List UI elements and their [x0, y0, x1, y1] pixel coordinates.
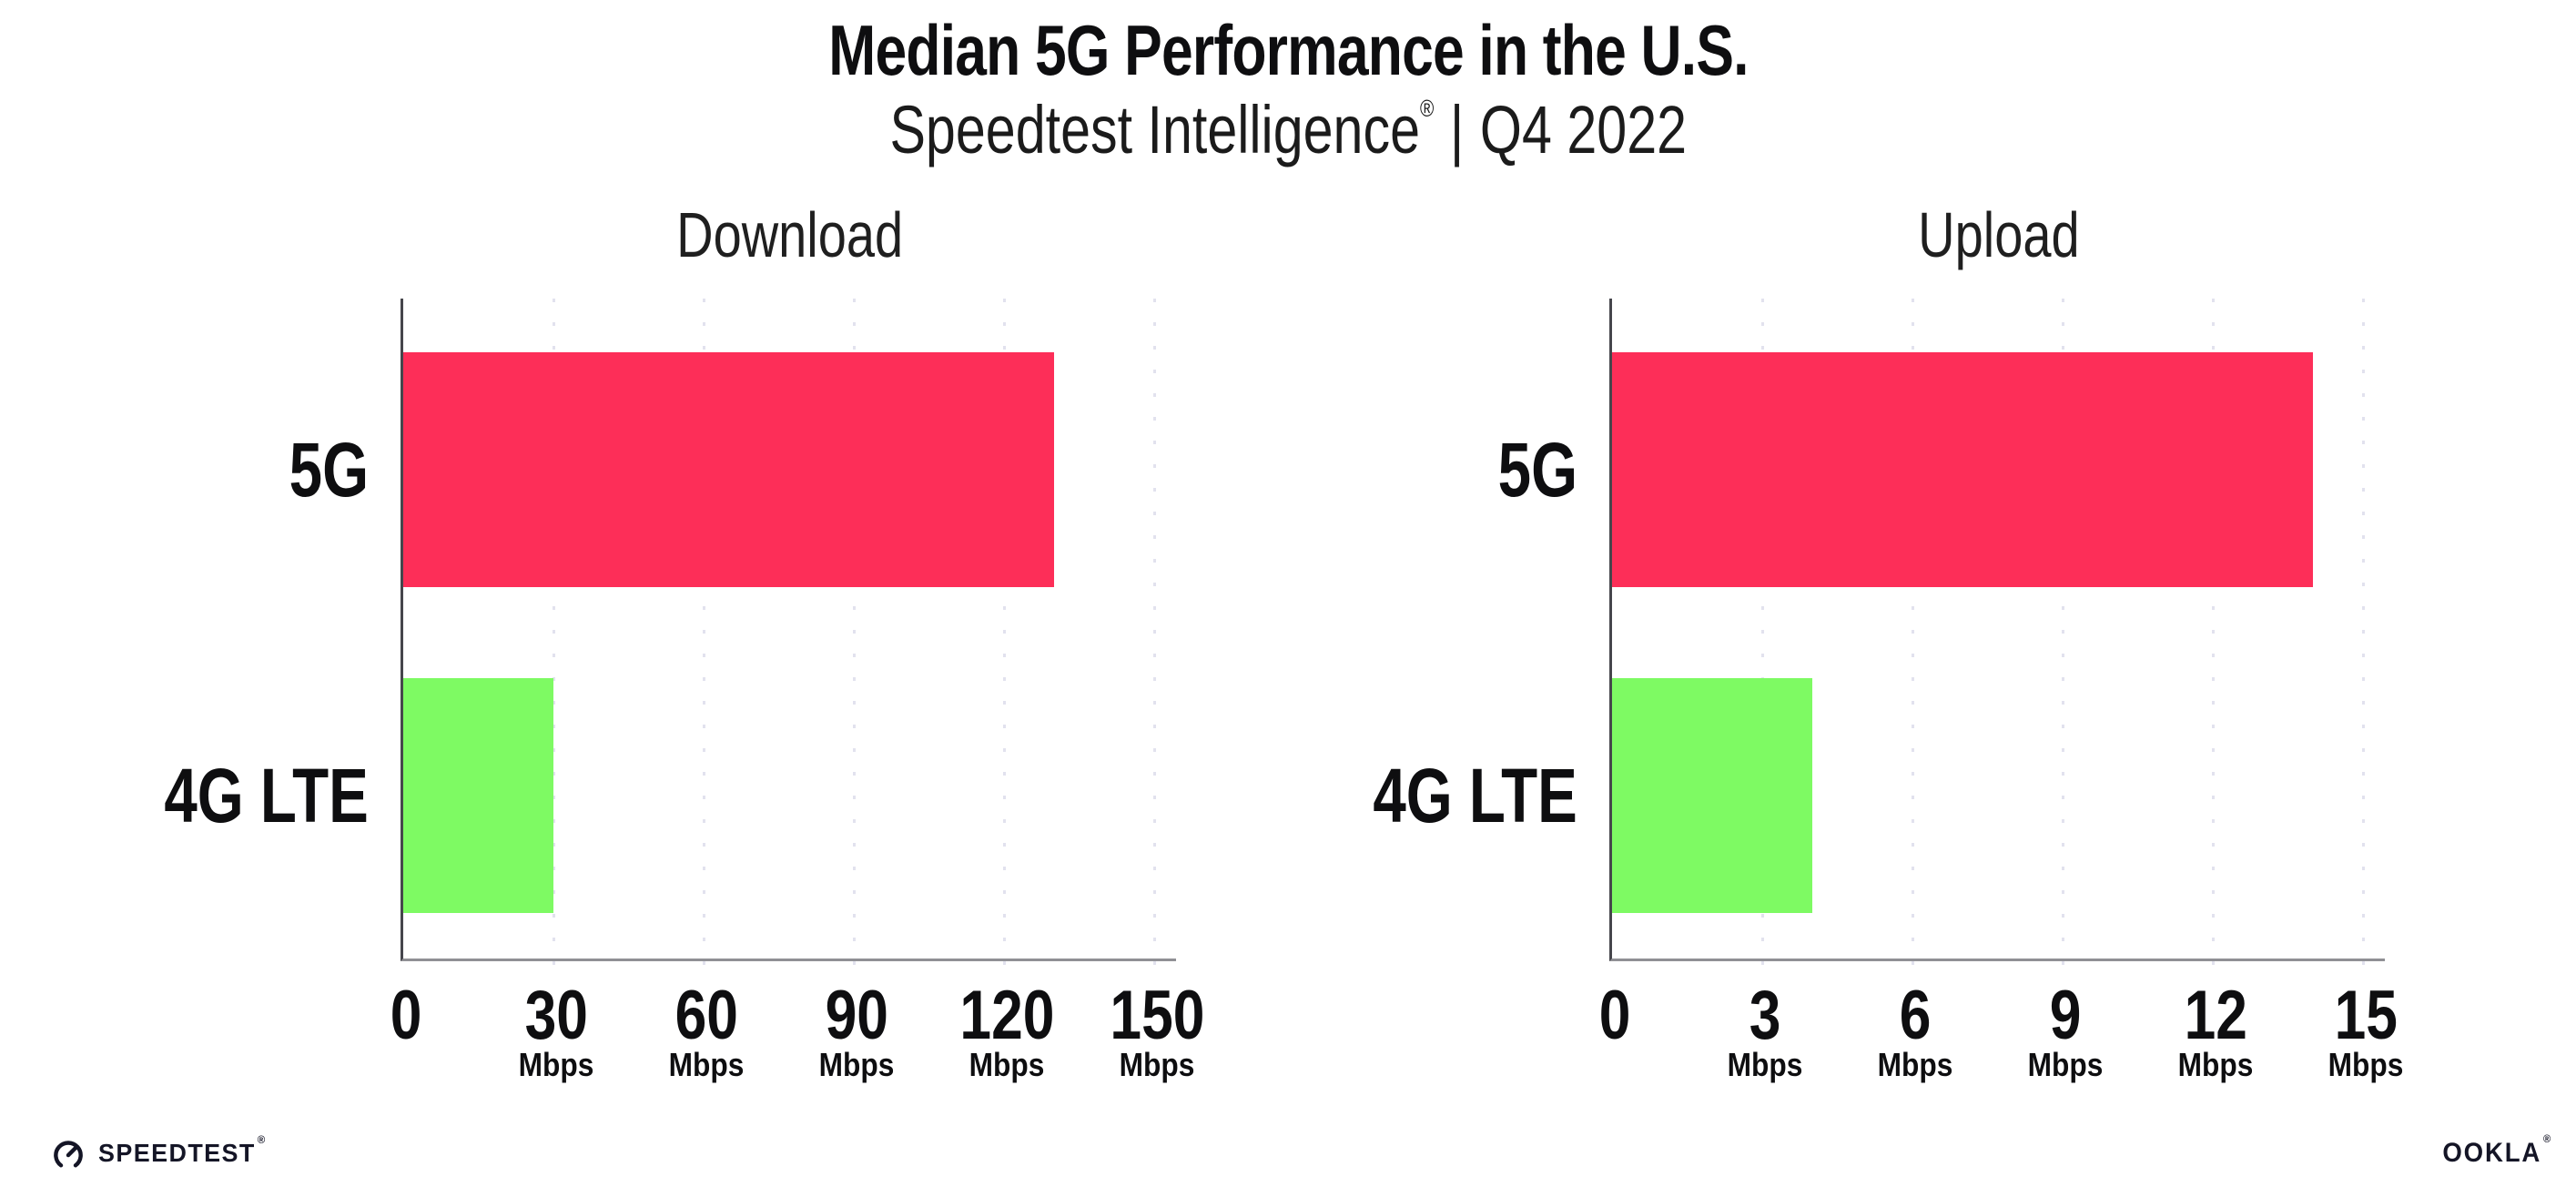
x-tick-label: 3 — [1749, 977, 1781, 1054]
x-tick-label: 90 — [825, 977, 888, 1054]
category-label-4g-lte: 4G LTE — [1373, 753, 1577, 838]
registered-trademark-icon: ® — [1419, 95, 1435, 122]
x-tick-unit-label: Mbps — [1727, 1046, 1803, 1083]
gridline — [1911, 299, 1914, 973]
bar-5g — [1612, 352, 2313, 587]
speedtest-logo: SPEEDTEST ® — [49, 1133, 271, 1172]
gridline — [1152, 299, 1156, 973]
registered-trademark-icon: ® — [2542, 1132, 2552, 1145]
category-label-5g: 5G — [1497, 427, 1577, 512]
x-tick-label: 60 — [674, 977, 738, 1054]
x-tick-label: 30 — [524, 977, 588, 1054]
gridline — [552, 299, 555, 973]
chart-title-download: Download — [675, 199, 904, 270]
gridline — [1002, 299, 1006, 973]
x-tick-unit-label: Mbps — [1119, 1046, 1195, 1083]
page-title: Median 5G Performance in the U.S. — [0, 9, 2576, 92]
upload-chart: Upload 0 3 Mbps 6 Mbps 9 Mbps 12 Mbps 15 Mbps 5G 4G … — [1374, 0, 2404, 1197]
bar-5g — [403, 352, 1054, 587]
speedtest-wordmark: SPEEDTEST ® — [98, 1133, 267, 1167]
x-tick-label: 12 — [2184, 977, 2247, 1054]
x-tick-unit-label: Mbps — [518, 1046, 594, 1083]
subtitle-period: Q4 2022 — [1479, 92, 1687, 167]
download-chart: Download 0 30 Mbps 60 Mbps 90 Mbps 120 Mbps 150 Mb… — [165, 0, 1204, 1197]
page-subtitle: Speedtest Intelligence® | Q4 2022 — [0, 91, 2576, 168]
x-tick-unit-label: Mbps — [969, 1046, 1045, 1083]
x-tick-unit-label: Mbps — [2328, 1046, 2404, 1083]
subtitle-divider: | — [1449, 92, 1465, 167]
x-tick-unit-label: Mbps — [668, 1046, 745, 1083]
x-tick-unit-label: Mbps — [2027, 1046, 2104, 1083]
x-tick-label: 6 — [1899, 977, 1932, 1054]
gridline — [2211, 299, 2215, 973]
ookla-wordmark: OOKLA — [2442, 1138, 2542, 1168]
speedtest-gauge-icon — [54, 1141, 83, 1168]
page-title-text: Median 5G Performance in the U.S. — [827, 10, 1749, 90]
x-tick-label: 15 — [2334, 977, 2398, 1054]
registered-trademark-icon: ® — [257, 1133, 267, 1146]
plot-area-upload — [1609, 299, 2385, 973]
x-tick-label: 9 — [2049, 977, 2082, 1054]
chart-title-upload: Upload — [1917, 199, 2080, 270]
x-tick-unit-label: Mbps — [2177, 1046, 2254, 1083]
x-tick-label: 150 — [1110, 977, 1204, 1054]
gridline — [2061, 299, 2064, 973]
x-tick-label: 0 — [1598, 977, 1631, 1054]
x-tick-label: 120 — [959, 977, 1054, 1054]
plot-area-download — [401, 299, 1176, 973]
category-label-5g: 5G — [289, 427, 369, 512]
bar-4g-lte — [403, 678, 553, 913]
bar-4g-lte — [1612, 678, 1812, 913]
gridline — [852, 299, 856, 973]
x-tick-label: 0 — [390, 977, 422, 1054]
gridline — [1760, 299, 1764, 973]
x-tick-unit-label: Mbps — [818, 1046, 895, 1083]
x-tick-unit-label: Mbps — [1877, 1046, 1953, 1083]
gridline — [702, 299, 705, 973]
gridline — [2361, 299, 2365, 973]
ookla-logo: OOKLA ® — [2433, 1132, 2551, 1169]
category-label-4g-lte: 4G LTE — [164, 753, 369, 838]
subtitle-brand: Speedtest Intelligence — [889, 92, 1420, 167]
